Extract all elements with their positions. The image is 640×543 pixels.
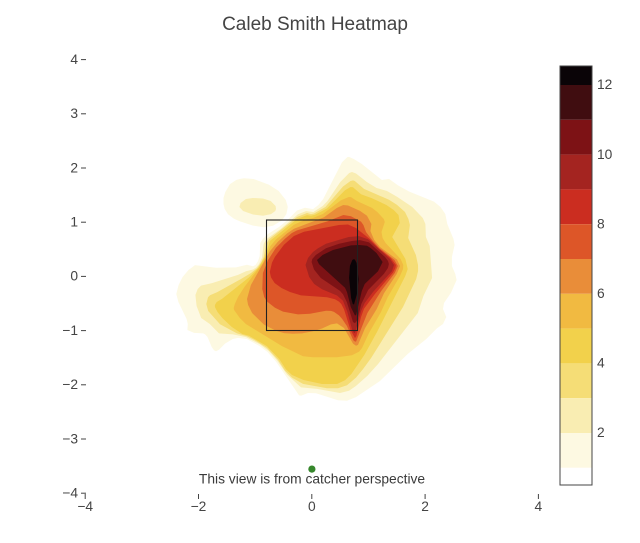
- svg-text:8: 8: [597, 216, 605, 231]
- svg-text:10: 10: [597, 147, 613, 162]
- svg-text:0: 0: [70, 269, 78, 284]
- svg-text:4: 4: [535, 499, 543, 514]
- svg-text:−4: −4: [62, 486, 78, 501]
- svg-text:This view is from catcher pers: This view is from catcher perspective: [199, 472, 426, 487]
- svg-text:3: 3: [70, 106, 78, 121]
- svg-text:6: 6: [597, 286, 605, 301]
- svg-text:−2: −2: [62, 377, 78, 392]
- svg-text:2: 2: [70, 160, 78, 175]
- svg-text:4: 4: [597, 356, 605, 371]
- svg-text:4: 4: [70, 52, 78, 67]
- svg-text:−1: −1: [62, 323, 78, 338]
- svg-text:2: 2: [597, 425, 605, 440]
- svg-text:0: 0: [308, 499, 316, 514]
- svg-text:Caleb Smith Heatmap: Caleb Smith Heatmap: [222, 14, 408, 35]
- svg-text:1: 1: [70, 215, 78, 230]
- svg-text:12: 12: [597, 77, 612, 92]
- svg-text:−4: −4: [77, 499, 93, 514]
- svg-text:−3: −3: [62, 431, 78, 446]
- svg-text:−2: −2: [191, 499, 207, 514]
- svg-text:2: 2: [421, 499, 429, 514]
